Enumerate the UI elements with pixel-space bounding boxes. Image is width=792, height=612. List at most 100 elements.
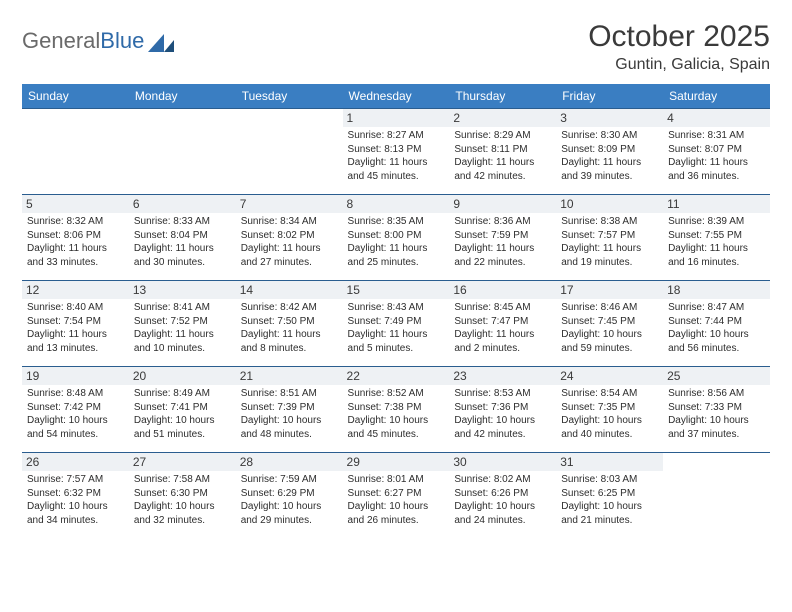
day-details: Sunrise: 8:38 AMSunset: 7:57 PMDaylight:… xyxy=(561,215,658,269)
day-details: Sunrise: 8:49 AMSunset: 7:41 PMDaylight:… xyxy=(134,387,231,441)
day-cell xyxy=(236,109,343,195)
day-details: Sunrise: 8:41 AMSunset: 7:52 PMDaylight:… xyxy=(134,301,231,355)
day-cell: 13 Sunrise: 8:41 AMSunset: 7:52 PMDayligh… xyxy=(129,281,236,367)
day-details: Sunrise: 8:39 AMSunset: 7:55 PMDaylight:… xyxy=(668,215,765,269)
day-cell xyxy=(22,109,129,195)
day-details: Sunrise: 8:27 AMSunset: 8:13 PMDaylight:… xyxy=(348,129,445,183)
day-details: Sunrise: 8:29 AMSunset: 8:11 PMDaylight:… xyxy=(454,129,551,183)
day-details: Sunrise: 8:56 AMSunset: 7:33 PMDaylight:… xyxy=(668,387,765,441)
day-details: Sunrise: 8:40 AMSunset: 7:54 PMDaylight:… xyxy=(27,301,124,355)
day-number: 10 xyxy=(556,195,663,213)
day-cell: 10 Sunrise: 8:38 AMSunset: 7:57 PMDayligh… xyxy=(556,195,663,281)
day-details: Sunrise: 8:54 AMSunset: 7:35 PMDaylight:… xyxy=(561,387,658,441)
day-number: 21 xyxy=(236,367,343,385)
day-cell: 30Sunrise: 8:02 AMSunset: 6:26 PMDayligh… xyxy=(449,453,556,539)
day-cell: 8Sunrise: 8:35 AMSunset: 8:00 PMDaylight… xyxy=(343,195,450,281)
day-details: Sunrise: 8:31 AMSunset: 8:07 PMDaylight:… xyxy=(668,129,765,183)
dow-header: Sunday xyxy=(22,84,129,109)
day-details: Sunrise: 8:51 AMSunset: 7:39 PMDaylight:… xyxy=(241,387,338,441)
day-of-week-row: SundayMondayTuesdayWednesdayThursdayFrid… xyxy=(22,84,770,109)
day-number: 14 xyxy=(236,281,343,299)
dow-header: Saturday xyxy=(663,84,770,109)
day-number: 1 xyxy=(343,109,450,127)
calendar-table: SundayMondayTuesdayWednesdayThursdayFrid… xyxy=(22,84,770,539)
header: GeneralBlue October 2025 Guntin, Galicia… xyxy=(22,20,770,74)
day-cell: 25 Sunrise: 8:56 AMSunset: 7:33 PMDayligh… xyxy=(663,367,770,453)
day-number: 28 xyxy=(236,453,343,471)
day-number: 3 xyxy=(556,109,663,127)
week-row: 1 Sunrise: 8:27 AMSunset: 8:13 PMDaylight… xyxy=(22,109,770,195)
day-number: 29 xyxy=(343,453,450,471)
day-cell: 14 Sunrise: 8:42 AMSunset: 7:50 PMDayligh… xyxy=(236,281,343,367)
day-details: Sunrise: 8:30 AMSunset: 8:09 PMDaylight:… xyxy=(561,129,658,183)
week-row: 19 Sunrise: 8:48 AMSunset: 7:42 PMDayligh… xyxy=(22,367,770,453)
day-cell: 20Sunrise: 8:49 AMSunset: 7:41 PMDayligh… xyxy=(129,367,236,453)
day-cell: 21 Sunrise: 8:51 AMSunset: 7:39 PMDayligh… xyxy=(236,367,343,453)
day-cell: 4 Sunrise: 8:31 AMSunset: 8:07 PMDaylight… xyxy=(663,109,770,195)
day-number: 15 xyxy=(343,281,450,299)
day-cell: 18 Sunrise: 8:47 AMSunset: 7:44 PMDayligh… xyxy=(663,281,770,367)
day-details: Sunrise: 8:02 AMSunset: 6:26 PMDaylight:… xyxy=(454,473,551,527)
day-details: Sunrise: 8:01 AMSunset: 6:27 PMDaylight:… xyxy=(348,473,445,527)
day-number: 26 xyxy=(22,453,129,471)
day-cell: 5Sunrise: 8:32 AMSunset: 8:06 PMDaylight… xyxy=(22,195,129,281)
day-cell: 24Sunrise: 8:54 AMSunset: 7:35 PMDayligh… xyxy=(556,367,663,453)
day-cell xyxy=(663,453,770,539)
day-number: 11 xyxy=(663,195,770,213)
day-details: Sunrise: 8:48 AMSunset: 7:42 PMDaylight:… xyxy=(27,387,124,441)
week-row: 5Sunrise: 8:32 AMSunset: 8:06 PMDaylight… xyxy=(22,195,770,281)
calendar-page: GeneralBlue October 2025 Guntin, Galicia… xyxy=(0,0,792,549)
day-details: Sunrise: 8:03 AMSunset: 6:25 PMDaylight:… xyxy=(561,473,658,527)
day-cell: 7 Sunrise: 8:34 AMSunset: 8:02 PMDaylight… xyxy=(236,195,343,281)
day-number: 2 xyxy=(449,109,556,127)
location-label: Guntin, Galicia, Spain xyxy=(588,56,770,74)
day-number: 25 xyxy=(663,367,770,385)
day-cell: 1 Sunrise: 8:27 AMSunset: 8:13 PMDaylight… xyxy=(343,109,450,195)
dow-header: Monday xyxy=(129,84,236,109)
month-title: October 2025 xyxy=(588,20,770,54)
day-details: Sunrise: 8:33 AMSunset: 8:04 PMDaylight:… xyxy=(134,215,231,269)
day-cell: 6 Sunrise: 8:33 AMSunset: 8:04 PMDaylight… xyxy=(129,195,236,281)
week-row: 12 Sunrise: 8:40 AMSunset: 7:54 PMDayligh… xyxy=(22,281,770,367)
day-cell: 29 Sunrise: 8:01 AMSunset: 6:27 PMDayligh… xyxy=(343,453,450,539)
day-details: Sunrise: 8:42 AMSunset: 7:50 PMDaylight:… xyxy=(241,301,338,355)
day-cell: 12 Sunrise: 8:40 AMSunset: 7:54 PMDayligh… xyxy=(22,281,129,367)
day-number: 17 xyxy=(556,281,663,299)
day-details: Sunrise: 7:57 AMSunset: 6:32 PMDaylight:… xyxy=(27,473,124,527)
title-block: October 2025 Guntin, Galicia, Spain xyxy=(588,20,770,74)
day-number: 6 xyxy=(129,195,236,213)
day-details: Sunrise: 7:59 AMSunset: 6:29 PMDaylight:… xyxy=(241,473,338,527)
day-cell: 19 Sunrise: 8:48 AMSunset: 7:42 PMDayligh… xyxy=(22,367,129,453)
day-details: Sunrise: 8:46 AMSunset: 7:45 PMDaylight:… xyxy=(561,301,658,355)
day-details: Sunrise: 8:45 AMSunset: 7:47 PMDaylight:… xyxy=(454,301,551,355)
day-cell: 15 Sunrise: 8:43 AMSunset: 7:49 PMDayligh… xyxy=(343,281,450,367)
day-details: Sunrise: 8:36 AMSunset: 7:59 PMDaylight:… xyxy=(454,215,551,269)
day-number: 12 xyxy=(22,281,129,299)
dow-header: Wednesday xyxy=(343,84,450,109)
day-details: Sunrise: 8:32 AMSunset: 8:06 PMDaylight:… xyxy=(27,215,124,269)
day-cell: 22Sunrise: 8:52 AMSunset: 7:38 PMDayligh… xyxy=(343,367,450,453)
day-number: 13 xyxy=(129,281,236,299)
week-row: 26 Sunrise: 7:57 AMSunset: 6:32 PMDayligh… xyxy=(22,453,770,539)
day-number: 16 xyxy=(449,281,556,299)
day-cell: 28 Sunrise: 7:59 AMSunset: 6:29 PMDayligh… xyxy=(236,453,343,539)
day-cell: 17 Sunrise: 8:46 AMSunset: 7:45 PMDayligh… xyxy=(556,281,663,367)
day-number: 18 xyxy=(663,281,770,299)
day-cell: 3 Sunrise: 8:30 AMSunset: 8:09 PMDaylight… xyxy=(556,109,663,195)
day-details: Sunrise: 7:58 AMSunset: 6:30 PMDaylight:… xyxy=(134,473,231,527)
day-number: 19 xyxy=(22,367,129,385)
day-details: Sunrise: 8:47 AMSunset: 7:44 PMDaylight:… xyxy=(668,301,765,355)
day-details: Sunrise: 8:34 AMSunset: 8:02 PMDaylight:… xyxy=(241,215,338,269)
brand-logo: GeneralBlue xyxy=(22,28,174,54)
brand-part1: General xyxy=(22,28,100,54)
day-number: 9 xyxy=(449,195,556,213)
dow-header: Tuesday xyxy=(236,84,343,109)
day-number: 4 xyxy=(663,109,770,127)
day-details: Sunrise: 8:43 AMSunset: 7:49 PMDaylight:… xyxy=(348,301,445,355)
dow-header: Thursday xyxy=(449,84,556,109)
day-number: 8 xyxy=(343,195,450,213)
day-number: 7 xyxy=(236,195,343,213)
logo-triangle-icon xyxy=(148,32,174,50)
day-details: Sunrise: 8:52 AMSunset: 7:38 PMDaylight:… xyxy=(348,387,445,441)
day-cell: 23Sunrise: 8:53 AMSunset: 7:36 PMDayligh… xyxy=(449,367,556,453)
